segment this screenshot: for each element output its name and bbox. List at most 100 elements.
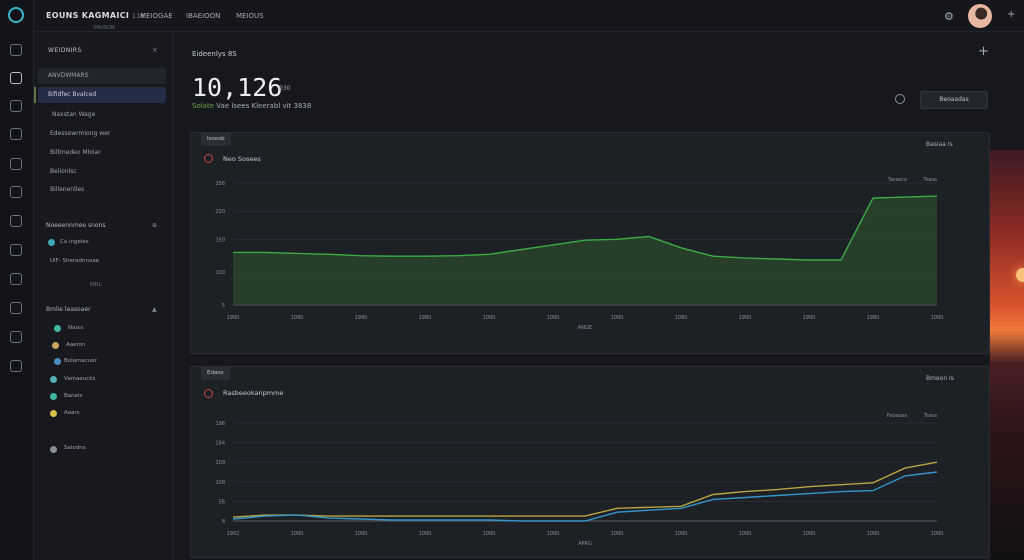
section2-row-0[interactable]: Naixs xyxy=(68,325,84,331)
home-icon[interactable] xyxy=(10,44,22,56)
gear-icon[interactable]: ⚙ xyxy=(944,10,954,23)
warning-icon xyxy=(204,154,213,163)
sidebar-item-0[interactable]: ANVDWMARS xyxy=(38,68,166,84)
x-tick-label: 1080 xyxy=(675,315,688,321)
chart-panel-2: Edaos Rasbeeokanpmme Bmeon Is 8 5B 108 109 1… xyxy=(190,366,990,558)
x-tick-label: 1000 xyxy=(419,531,432,537)
x-tick-label: 1990 xyxy=(355,315,368,321)
section2-row-1[interactable]: Aaeron xyxy=(66,342,86,348)
x-tick-label: 1000 xyxy=(803,531,816,537)
sidebar-item-2[interactable]: Naxstan Wage xyxy=(52,111,96,118)
page-title: Eideenlys 8S xyxy=(192,50,237,58)
series-line-0 xyxy=(232,461,938,518)
panel-tab[interactable]: Edaos xyxy=(201,366,230,380)
dashboard-icon[interactable] xyxy=(10,72,22,84)
legend-label: Feoaoss xyxy=(887,413,907,419)
status-dot xyxy=(50,376,57,383)
x-tick-label: 1900 xyxy=(739,315,752,321)
x-tick-label: 1000 xyxy=(867,531,880,537)
x-tick-label: 1980 xyxy=(867,315,880,321)
big-metric-unit: 030 xyxy=(279,85,291,92)
x-tick-label: 1902 xyxy=(227,531,240,537)
x-tick-label: 1980 xyxy=(419,315,432,321)
y-tick-label: 220 xyxy=(215,209,225,215)
top-nav-item-2[interactable]: IBAEIOON xyxy=(186,12,221,20)
brand-subtitle: PAUSON xyxy=(94,25,115,31)
series-line-0 xyxy=(233,195,938,261)
close-icon[interactable]: × xyxy=(152,46,158,54)
panel-controls[interactable]: Bmeon Is xyxy=(926,375,954,382)
x-tick-label: 1900 xyxy=(803,315,816,321)
database-icon[interactable] xyxy=(10,158,22,170)
alert-icon[interactable] xyxy=(10,100,22,112)
clock-icon[interactable] xyxy=(10,273,22,285)
line-chart: 8 5B 108 109 184 196 1902 1000 1000 1000 1000 1000 1… xyxy=(215,413,944,547)
clock-icon[interactable] xyxy=(895,94,905,104)
legend-tail: Tsasa xyxy=(922,177,937,183)
section2-row-5[interactable]: Aoars xyxy=(64,410,80,416)
top-bar: EOUNS KAGMAICI 118 PAUSON MEIOGAE IBAEIOO… xyxy=(34,0,1024,32)
y-tick-label: 100 xyxy=(215,270,225,276)
section1-row-0[interactable]: Ca ingeles xyxy=(60,239,89,245)
search-button[interactable]: Beoaadas xyxy=(920,91,988,109)
chevron-up-icon[interactable]: ▲ xyxy=(152,306,157,313)
sidebar-item-6[interactable]: Billenenlles xyxy=(50,186,85,193)
add-icon[interactable]: + xyxy=(1007,9,1016,20)
x-tick-label: 1000 xyxy=(611,531,624,537)
warning-icon xyxy=(204,389,213,398)
grid-icon[interactable] xyxy=(10,186,22,198)
plugin-icon[interactable] xyxy=(10,244,22,256)
legend-tail: Tsara xyxy=(923,413,937,419)
section2-row-3[interactable]: Vamaeucks xyxy=(64,376,96,382)
brand-title: EOUNS KAGMAICI 118 xyxy=(46,11,145,20)
x-tick-label: 1000 xyxy=(355,531,368,537)
panel-title: Neo Sosees xyxy=(223,155,261,163)
settings-icon[interactable] xyxy=(10,360,22,372)
app-logo-icon[interactable] xyxy=(8,7,24,23)
sidebar-item-1[interactable]: Bifidfec Bvalced xyxy=(34,87,166,103)
y-tick-label: 196 xyxy=(215,421,225,427)
sidebar: WEIDNIRS × ANVDWMARS Bifidfec Bvalced Na… xyxy=(34,32,174,560)
status-dot xyxy=(50,393,57,400)
x-axis-label: APRG xyxy=(578,541,592,547)
add-section-icon[interactable]: ⊕ xyxy=(152,222,158,229)
target-icon[interactable] xyxy=(10,302,22,314)
y-tick-label: 5B xyxy=(218,499,225,505)
panel-tab[interactable]: Isoesb xyxy=(201,132,231,146)
section-title-2: Bmlie leasoaer xyxy=(46,306,91,313)
top-nav-item-1[interactable]: MEIOGAE xyxy=(140,12,173,20)
chart-icon[interactable] xyxy=(10,128,22,140)
x-tick-label: 1000 xyxy=(931,531,944,537)
area-chart: 5 100 150 220 256 1900 1090 1990 1980 1000 1000 100… xyxy=(215,177,943,331)
sidebar-item-3[interactable]: Edessewrmiong wer xyxy=(50,130,111,137)
sidebar-item-4[interactable]: Biltmedeo Mloiar xyxy=(50,149,101,156)
section1-row-1[interactable]: UIF- Sheradnnoae xyxy=(50,258,100,264)
icon-rail xyxy=(0,0,34,560)
status-dot xyxy=(50,446,57,453)
metric-subtitle: Solate Vae Isees Kleerabl vit 3838 xyxy=(192,102,312,110)
section2-row-4[interactable]: Banels xyxy=(64,393,83,399)
section2-row-6[interactable]: Salodns xyxy=(64,445,86,451)
folder-icon[interactable] xyxy=(10,331,22,343)
series-line-1 xyxy=(232,471,938,522)
wallpaper-sunset xyxy=(990,150,1024,560)
section1-sublabel: MRL xyxy=(90,282,102,288)
x-tick-label: 1000 xyxy=(547,315,560,321)
y-tick-label: 256 xyxy=(215,181,225,187)
status-dot xyxy=(48,239,55,246)
avatar[interactable] xyxy=(968,4,992,28)
y-tick-label: 184 xyxy=(215,441,225,447)
panel-controls[interactable]: Basiaa Is xyxy=(926,141,953,148)
legend-label: Tasseca xyxy=(887,177,907,183)
sidebar-item-5[interactable]: Belionlsc xyxy=(50,168,77,175)
x-tick-label: 1000 xyxy=(483,315,496,321)
section2-row-2[interactable]: Bolamacuer xyxy=(64,358,97,364)
add-widget-icon[interactable]: + xyxy=(978,44,989,59)
top-nav-item-3[interactable]: MEIOUS xyxy=(236,12,264,20)
chart-panel-1: Isoesb Neo Sosees Basiaa Is 5 100 150 220 25… xyxy=(190,132,990,354)
box-icon[interactable] xyxy=(10,215,22,227)
section-title-1: Noeeennmee snons xyxy=(46,222,106,229)
x-tick-label: 1000 xyxy=(483,531,496,537)
x-tick-label: 1900 xyxy=(227,315,240,321)
x-tick-label: 1090 xyxy=(291,315,304,321)
